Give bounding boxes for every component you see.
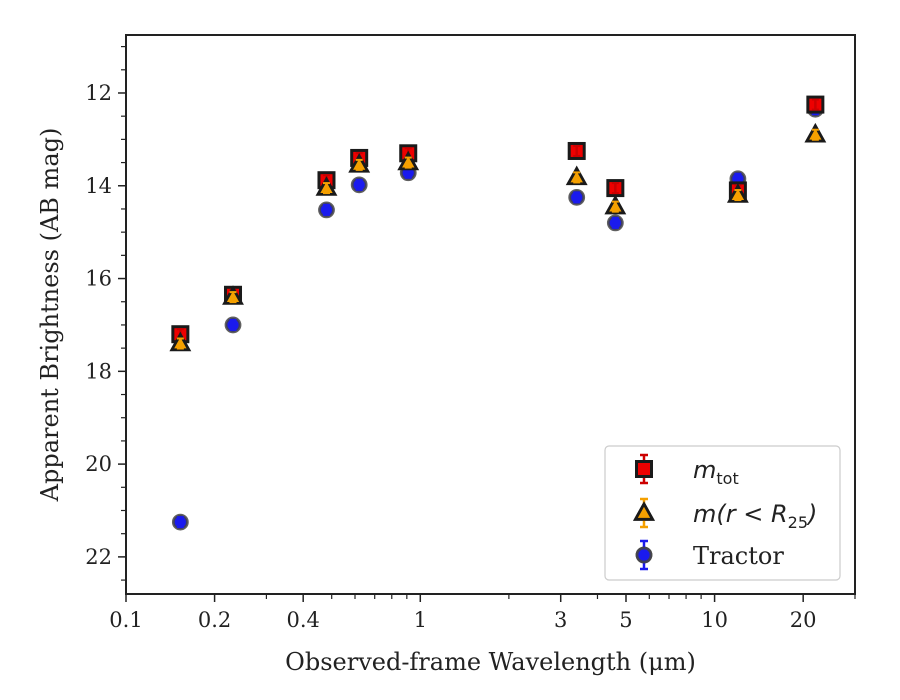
y-tick-label: 14 bbox=[85, 174, 112, 198]
y-axis: 12 14 16 18 20 22 bbox=[85, 45, 126, 581]
x-tick-label: 0.2 bbox=[198, 608, 231, 632]
x-axis: 0.1 0.2 0.4 1 3 5 10 20 bbox=[109, 594, 856, 632]
legend-triangle-marker-top bbox=[633, 501, 655, 521]
x-tick-label: 20 bbox=[790, 608, 817, 632]
legend-circle-marker-top bbox=[635, 546, 653, 564]
x-tick-label: 3 bbox=[554, 608, 567, 632]
x-tick-label: 5 bbox=[619, 608, 632, 632]
series-triangle bbox=[169, 122, 827, 352]
x-axis-label: Observed-frame Wavelength (μm) bbox=[285, 648, 696, 676]
x-tick-label: 0.4 bbox=[286, 608, 319, 632]
y-tick-label: 18 bbox=[85, 359, 112, 383]
legend-square-marker-top bbox=[635, 460, 653, 478]
y-tick-label: 20 bbox=[85, 452, 112, 476]
y-tick-label: 16 bbox=[85, 267, 112, 291]
series-square bbox=[171, 95, 825, 344]
legend-item: mtot bbox=[635, 453, 739, 488]
data-marks bbox=[169, 95, 827, 531]
y-tick-label: 12 bbox=[85, 81, 112, 105]
plot-frame bbox=[125, 34, 856, 595]
legend-label: m(r < R25) bbox=[693, 500, 817, 532]
legend-label: mtot bbox=[693, 456, 739, 488]
x-tick-label: 10 bbox=[701, 608, 728, 632]
plot-area bbox=[125, 34, 856, 595]
legend-box bbox=[604, 445, 841, 581]
legend-item: Tractor bbox=[635, 539, 784, 571]
x-tick-label: 0.1 bbox=[109, 608, 142, 632]
x-tick-label: 1 bbox=[414, 608, 427, 632]
legend-item: m(r < R25) bbox=[633, 497, 817, 532]
y-axis-label: Apparent Brightness (AB mag) bbox=[36, 128, 64, 503]
y-tick-label: 22 bbox=[85, 545, 112, 569]
legend: mtot m(r < R25) Tractor bbox=[604, 445, 841, 581]
legend-label: Tractor bbox=[693, 542, 784, 570]
